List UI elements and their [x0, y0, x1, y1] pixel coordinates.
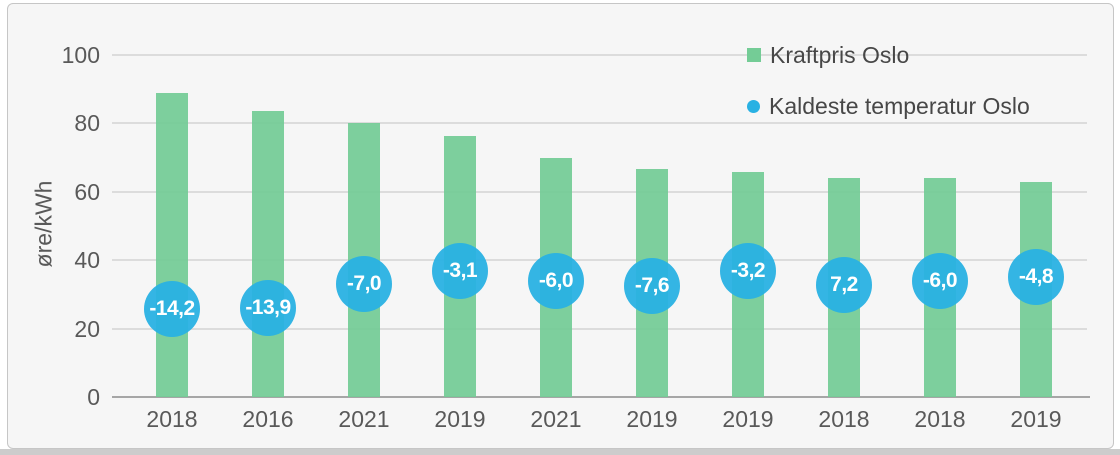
x-tick-label: 2021 [530, 406, 582, 432]
x-tick-label: 2021 [338, 406, 390, 432]
y-gridline [112, 259, 1087, 262]
temperature-bubble[interactable]: -13,9 [240, 279, 296, 336]
temperature-bubble[interactable]: -4,8 [1008, 248, 1064, 305]
y-tick-label: 40 [74, 247, 100, 274]
y-gridline [112, 122, 1087, 125]
x-tick-label: 2016 [242, 406, 294, 432]
legend-label-kaldeste-temperatur: Kaldeste temperatur Oslo [769, 92, 1030, 119]
x-tick-label: 2018 [914, 406, 966, 432]
x-tick-label: 2019 [722, 406, 774, 432]
x-axis-line [112, 396, 1090, 398]
y-tick-label: 20 [74, 315, 100, 342]
y-tick-label: 80 [74, 110, 100, 137]
bar-series-swatch-icon [747, 48, 761, 62]
x-tick-label: 2018 [818, 406, 870, 432]
y-gridline [112, 54, 1087, 56]
temperature-bubble[interactable]: -6,0 [528, 252, 584, 309]
y-tick-label: 60 [74, 178, 100, 205]
kraftpris-bar[interactable] [156, 92, 188, 397]
y-gridline [112, 327, 1087, 330]
y-gridline [112, 190, 1087, 193]
temperature-bubble[interactable]: -7,0 [336, 256, 392, 313]
y-tick-label: 0 [87, 384, 100, 410]
legend-item-kraftpris-oslo[interactable]: Kraftpris Oslo [747, 42, 909, 68]
kraftpris-bar[interactable] [252, 111, 284, 397]
temperature-bubble[interactable]: -14,2 [144, 280, 200, 337]
temperature-bubble[interactable]: 7,2 [816, 256, 872, 313]
temperature-bubble[interactable]: -7,6 [624, 258, 680, 315]
legend-item-kaldeste-temperatur-oslo[interactable]: Kaldeste temperatur Oslo [747, 93, 1030, 119]
temperature-bubble[interactable]: -6,0 [912, 252, 968, 309]
temperature-series-swatch-icon [747, 99, 760, 113]
y-tick-label: 100 [61, 42, 100, 68]
x-tick-label: 2019 [1010, 406, 1062, 432]
x-tick-label: 2019 [626, 406, 678, 432]
x-tick-label: 2019 [434, 406, 486, 432]
legend-label-kraftpris: Kraftpris Oslo [770, 41, 910, 68]
temperature-bubble[interactable]: -3,1 [432, 242, 488, 299]
temperature-bubble[interactable]: -3,2 [720, 243, 776, 300]
x-tick-label: 2018 [146, 406, 198, 432]
window-bottom-edge [0, 449, 1120, 455]
